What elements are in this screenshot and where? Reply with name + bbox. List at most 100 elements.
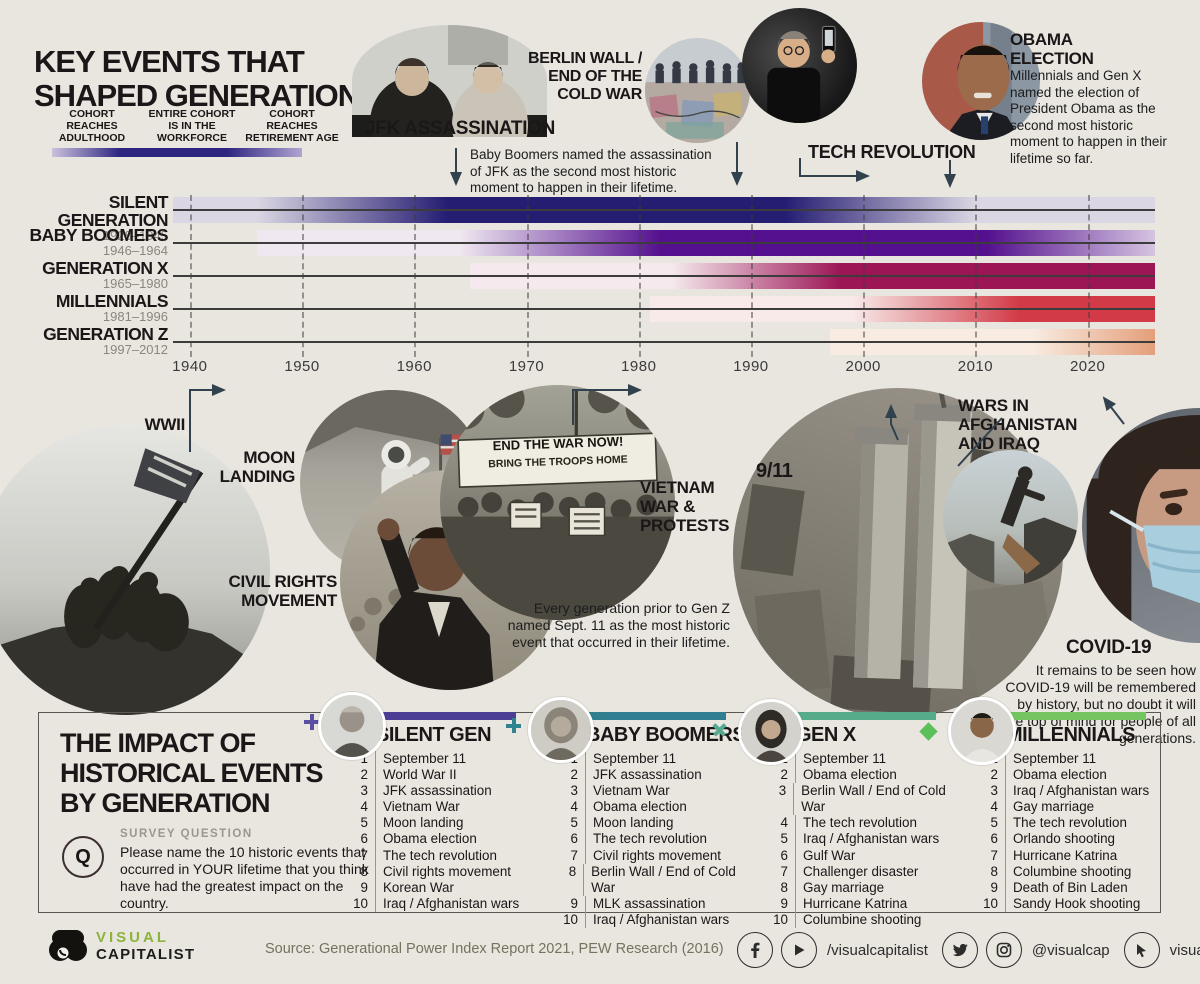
generation-row-label: SILENT GENERATION 1928–1945 <box>0 193 169 243</box>
rank-list-item: 2 Obama election <box>758 767 963 784</box>
decade-tick-label: 2020 <box>1069 358 1106 375</box>
rank-event-name: Berlin Wall / End of Cold War <box>583 863 753 896</box>
rank-event-name: September 11 <box>1005 751 1096 768</box>
rank-number: 9 <box>360 879 368 895</box>
instagram-icon[interactable] <box>985 932 1022 968</box>
rank-number: 9 <box>990 879 998 895</box>
rank-list-item: 10 Iraq / Afghanistan wars <box>338 895 543 912</box>
facebook-youtube-handle[interactable]: /visualcapitalist <box>827 941 928 959</box>
rank-event-name: Columbine shooting <box>1005 863 1131 880</box>
rank-event-name: Orlando shooting <box>1005 831 1115 848</box>
legend-gradient-bar <box>52 148 302 157</box>
rank-event-name: Death of Bin Laden <box>1005 879 1128 896</box>
rank-event-name: Gay marriage <box>795 879 884 896</box>
jfk-caption: Baby Boomers named the assassination of … <box>470 147 712 195</box>
timeline-chart: 1940 1950 1960 1970 1980 1990 2000 2010 2020 <box>172 195 1155 375</box>
rank-list-item: 1 September 11 <box>338 751 543 768</box>
rank-list-item: 8 Berlin Wall / End of Cold War <box>548 863 753 896</box>
rank-number: 8 <box>780 879 788 895</box>
rank-event-name: September 11 <box>375 751 466 768</box>
rank-list-item: 10 Iraq / Afghanistan wars <box>548 911 753 929</box>
berlin-wall-label: BERLIN WALL / END OF THE COLD WAR <box>527 50 642 103</box>
rank-number: 2 <box>780 767 788 783</box>
rank-list-item: 6 Gulf War <box>758 847 963 864</box>
wwii-label: WWII <box>144 415 186 434</box>
twitter-instagram-handle[interactable]: @visualcap <box>1031 941 1110 959</box>
rank-list-accent-bar <box>796 712 936 720</box>
baby-boomers-avatar-art <box>531 700 591 760</box>
rank-event-name: Sandy Hook shooting <box>1005 895 1140 912</box>
rank-event-name: September 11 <box>585 751 676 768</box>
rank-list-accent-bar <box>586 712 726 720</box>
rank-event-name: Korean War <box>375 879 454 896</box>
rank-event-name: The tech revolution <box>375 847 497 864</box>
millennials-avatar <box>948 697 1016 765</box>
rank-number: 4 <box>990 799 998 815</box>
rank-number: 5 <box>360 815 368 831</box>
rank-number: 1 <box>360 751 368 766</box>
rank-number: 8 <box>990 863 998 879</box>
vietnam-label: VIETNAM WAR & PROTESTS <box>640 478 730 535</box>
silent-gen-marker-icon <box>304 714 320 730</box>
twitter-icon[interactable] <box>941 932 978 968</box>
rank-event-name: Obama election <box>375 831 477 848</box>
page-title: KEY EVENTS THAT SHAPED GENERATIONS <box>34 43 380 113</box>
rank-event-name: Obama election <box>1005 767 1107 784</box>
tech-revolution-label: TECH REVOLUTION <box>808 142 976 162</box>
rank-list-item: 7 Civil rights movement <box>548 847 753 864</box>
generation-name: GENERATION X <box>42 258 168 278</box>
decade-tick-label: 1950 <box>284 358 320 375</box>
generation-row-label: GENERATION Z 1997–2012 <box>0 325 168 357</box>
rank-list-items: 1 September 11 2 World War II 3 JFK assassina… <box>338 751 543 912</box>
nine11-label: 9/11 <box>756 460 793 482</box>
generation-name: GENERATION Z <box>43 324 168 344</box>
rank-list-item: 7 Hurricane Katrina <box>968 847 1173 864</box>
rank-list-item: 10 Columbine shooting <box>758 911 963 929</box>
logo-word-visual: VISUAL <box>96 929 170 946</box>
decade-gridline <box>638 195 641 357</box>
rank-number: 6 <box>360 831 368 847</box>
cursor-icon[interactable] <box>1123 932 1160 968</box>
rank-number: 10 <box>353 895 368 911</box>
website-url[interactable]: visualcapitalist.com <box>1169 941 1200 959</box>
youtube-play-icon[interactable] <box>781 932 817 968</box>
decade-gridline <box>189 195 192 357</box>
rank-list-item: 6 The tech revolution <box>548 831 753 848</box>
tech-revolution-photo-art <box>767 25 836 123</box>
decade-tick-label: 1940 <box>172 358 208 375</box>
rank-list-item: 2 World War II <box>338 767 543 784</box>
generation-name: MILLENNIALS <box>55 291 169 311</box>
rank-list-item: 3 Vietnam War <box>548 783 753 800</box>
rank-list-accent-bar <box>1006 712 1146 720</box>
rank-list-item: 9 MLK assassination <box>548 895 753 912</box>
jfk-photo-art <box>352 25 547 137</box>
generation-row-label: MILLENNIALS 1981–1996 <box>0 291 169 324</box>
decade-gridline <box>975 195 978 357</box>
rank-event-name: Iraq / Afghanistan wars <box>1005 783 1149 800</box>
covid-photo-art <box>1086 415 1200 643</box>
rank-list-item: 8 Columbine shooting <box>968 863 1173 880</box>
rank-list-item: 9 Death of Bin Laden <box>968 879 1173 896</box>
decade-tick-label: 1960 <box>396 358 432 375</box>
rank-list-item: 4 Gay marriage <box>968 799 1173 816</box>
rank-event-name: Berlin Wall / End of Cold War <box>793 783 963 816</box>
rank-event-name: Moon landing <box>585 815 673 832</box>
rank-event-name: Hurricane Katrina <box>795 895 907 912</box>
rank-list-item: 8 Civil rights movement <box>338 863 543 880</box>
decade-tick-label: 1980 <box>621 358 657 375</box>
rank-number: 2 <box>990 767 998 783</box>
rank-list-item: 5 Iraq / Afghanistan wars <box>758 831 963 848</box>
facebook-icon[interactable] <box>737 932 773 968</box>
generation-row-line <box>173 242 1155 244</box>
rank-event-name: Iraq / Afghanistan wars <box>585 911 729 929</box>
question-badge: Q <box>62 836 104 878</box>
rank-list-item: 7 The tech revolution <box>338 847 543 864</box>
decade-tick-label: 1970 <box>508 358 545 375</box>
generation-row-line <box>173 209 1155 211</box>
millennials-avatar-art <box>951 700 1013 762</box>
rank-event-name: Civil rights movement <box>375 863 511 880</box>
rank-number: 6 <box>780 847 788 863</box>
